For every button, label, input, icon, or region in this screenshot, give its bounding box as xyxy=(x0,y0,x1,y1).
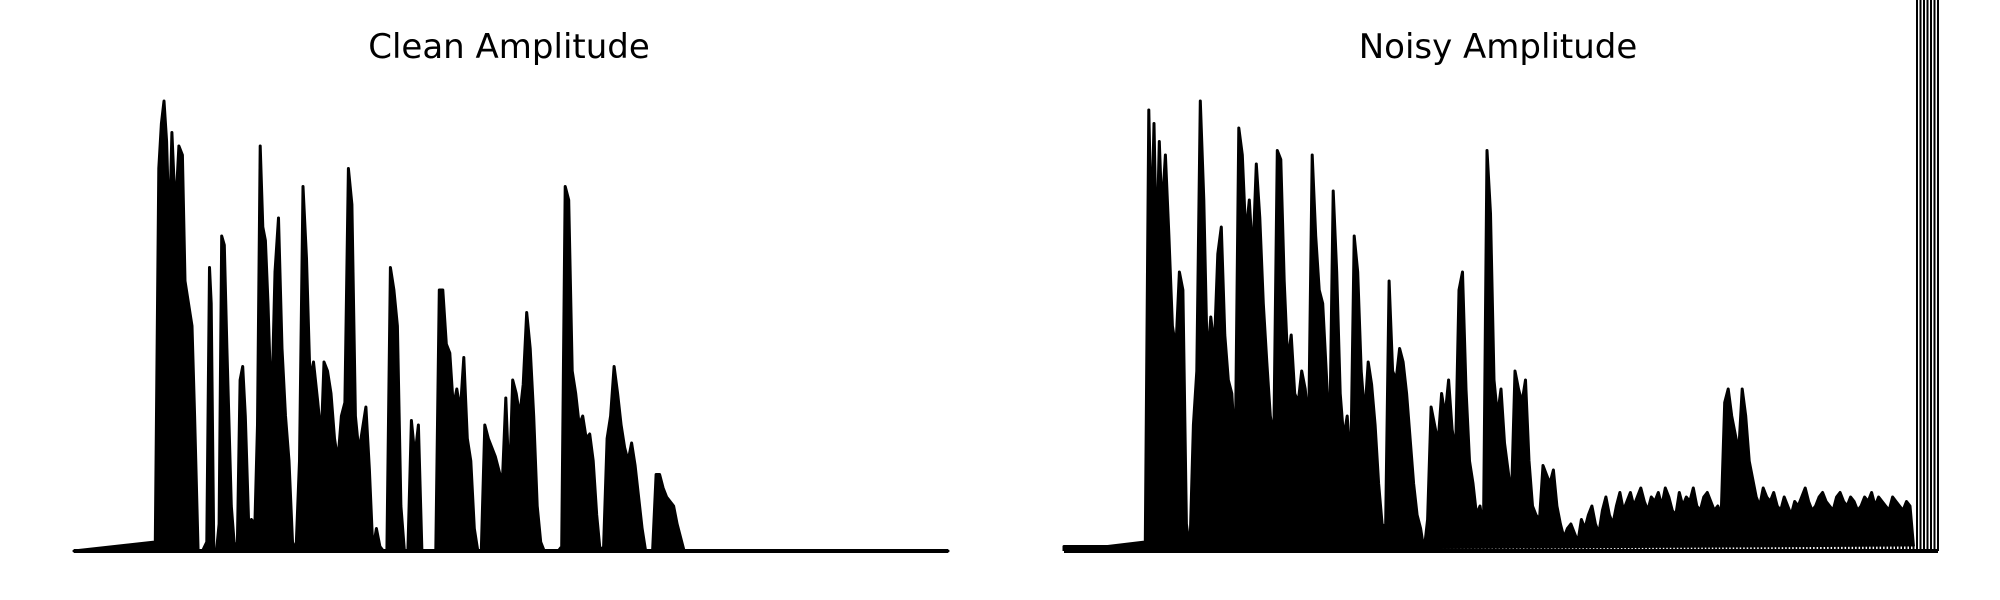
noisy-amplitude-title: Noisy Amplitude xyxy=(1359,27,1638,67)
clean-amplitude-title: Clean Amplitude xyxy=(368,27,650,67)
noisy-amplitude-plot xyxy=(1062,0,1939,553)
clean-amplitude-panel: Clean Amplitude xyxy=(72,27,950,553)
noisy-amplitude-panel: Noisy Amplitude xyxy=(1062,0,1939,553)
waveform-series-1-0 xyxy=(1062,99,1915,553)
waveform-series-0-0 xyxy=(72,99,950,553)
clean-amplitude-plot xyxy=(72,99,950,553)
